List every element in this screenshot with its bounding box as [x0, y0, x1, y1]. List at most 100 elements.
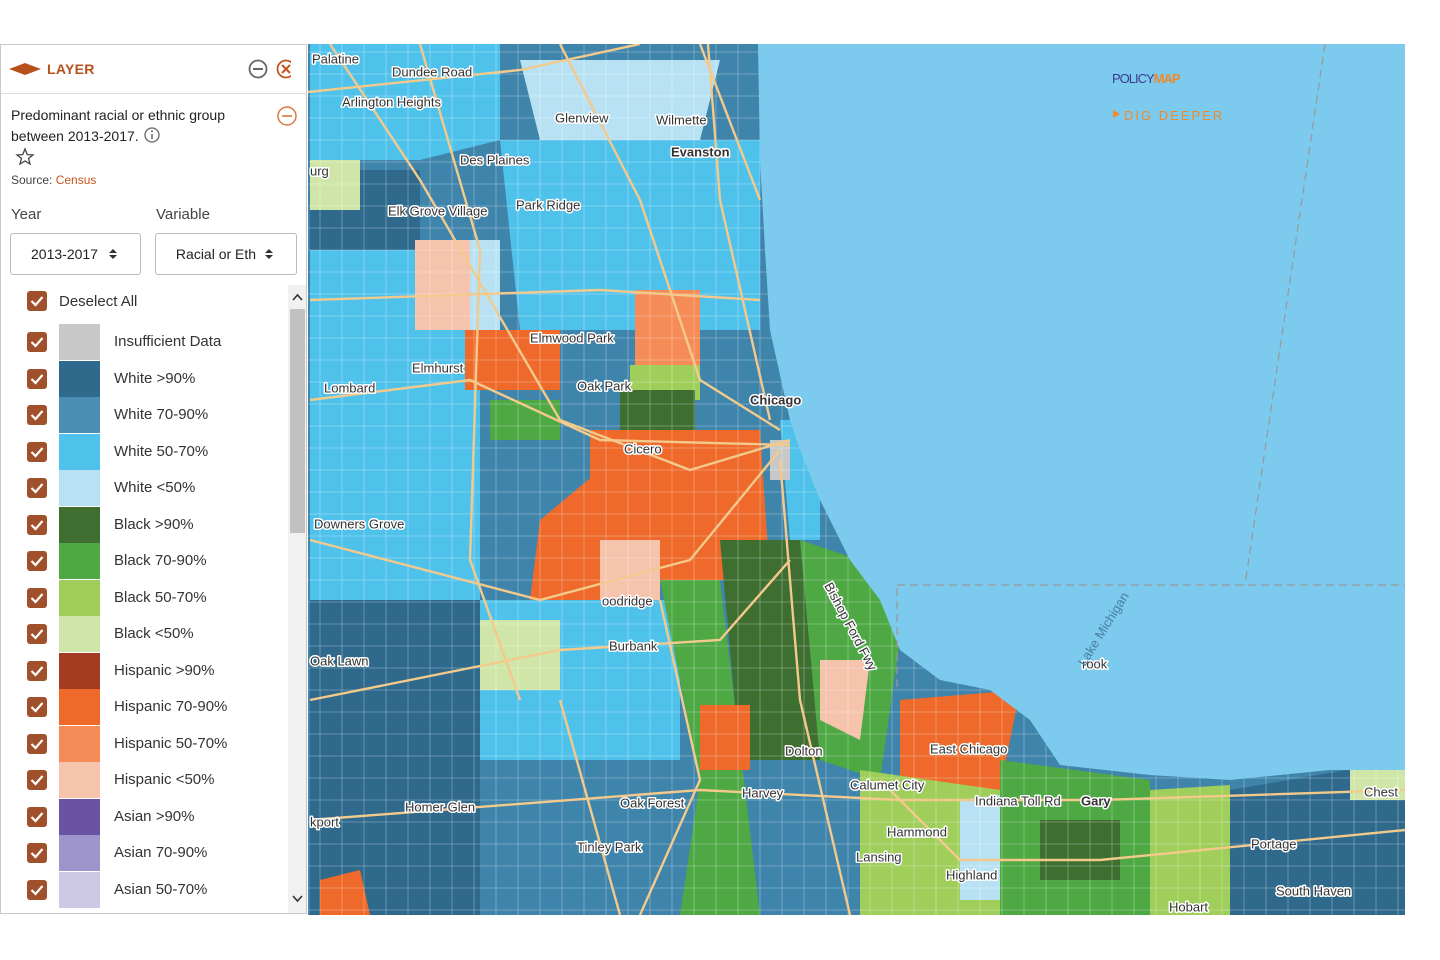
lake: [758, 44, 1405, 780]
census-area: [480, 620, 560, 690]
place-label: Elmhurst: [412, 360, 464, 375]
highway: [308, 44, 641, 94]
highway: [879, 779, 1405, 862]
highway: [558, 699, 622, 915]
layer-icon: [9, 63, 41, 75]
place-label: Cicero: [624, 441, 662, 456]
place-label: Calumet City: [850, 777, 925, 792]
place-label: Dolton: [785, 743, 823, 758]
scroll-down[interactable]: [288, 891, 307, 907]
census-area: [415, 240, 470, 330]
place-label: Indiana Toll Rd: [975, 793, 1061, 808]
checkbox[interactable]: [27, 587, 47, 608]
legend-swatch: [59, 579, 100, 616]
year-select[interactable]: 2013-2017: [10, 233, 141, 275]
legend-label: Black >90%: [114, 515, 194, 533]
checkbox[interactable]: [27, 551, 47, 571]
place-label: Homer Glen: [405, 799, 475, 814]
legend-swatch: [59, 324, 100, 360]
source: Source: Census: [11, 173, 96, 187]
place-label: Park Ridge: [516, 197, 580, 212]
legend-label: Asian 70-90%: [114, 844, 208, 861]
layer-description: Predominant racial or ethnic group betwe…: [11, 105, 241, 173]
place-label: Lombard: [324, 380, 375, 395]
legend-item: White <50%: [1, 470, 287, 506]
panel-header: LAYER: [1, 45, 306, 94]
census-area: [530, 470, 600, 600]
legend-item: White >90%: [1, 360, 287, 397]
place-label: urg: [310, 163, 329, 178]
census-area: [310, 44, 500, 160]
checkbox[interactable]: [27, 697, 47, 717]
highway: [309, 449, 781, 602]
checkbox[interactable]: [27, 405, 47, 425]
legend-swatch: [59, 835, 100, 871]
checkbox[interactable]: [27, 514, 47, 535]
highway: [706, 44, 772, 421]
checkbox[interactable]: [27, 879, 47, 900]
panel-title: LAYER: [47, 61, 95, 77]
checkbox[interactable]: [27, 843, 47, 863]
checkbox[interactable]: [27, 291, 47, 311]
census-area: [820, 660, 870, 740]
census-area: [490, 400, 560, 440]
scroll-up[interactable]: [288, 289, 307, 305]
census-area: [1040, 820, 1120, 880]
legend-item: Asian 50-70%: [1, 871, 287, 908]
checkbox[interactable]: [27, 478, 47, 498]
place-label: Chest: [1364, 784, 1398, 799]
legend-swatch: [59, 652, 100, 689]
legend-swatch: [59, 689, 100, 725]
layer-panel: LAYER Predominant racial or ethnic group…: [0, 44, 307, 914]
legend-label: Black 50-70%: [114, 588, 207, 606]
checkbox[interactable]: [27, 806, 47, 827]
place-label: Gary: [1081, 793, 1111, 808]
place-label: Highland: [946, 867, 997, 882]
legend-swatch: [59, 360, 100, 397]
checkbox[interactable]: [27, 441, 47, 462]
variable-select[interactable]: Racial or Eth: [155, 233, 297, 275]
checkbox[interactable]: [27, 368, 47, 389]
legend-label: Black <50%: [114, 625, 194, 642]
legend-swatch: [59, 433, 100, 470]
place-label: Elk Grove Village: [388, 203, 487, 218]
census-area: [590, 540, 660, 600]
legend-label: White <50%: [114, 479, 196, 496]
place-label: Harvey: [742, 785, 784, 800]
legend-swatch: [59, 798, 100, 835]
legend-item: Asian 70-90%: [1, 835, 287, 871]
favorite-icon[interactable]: [15, 147, 35, 167]
source-link[interactable]: Census: [55, 173, 97, 187]
logo: POLICYMAP: [1112, 71, 1181, 86]
place-label: Lansing: [856, 849, 902, 864]
legend-item: White 50-70%: [1, 433, 287, 470]
checkbox[interactable]: [27, 332, 47, 352]
legend-swatch: [59, 725, 100, 762]
checkbox[interactable]: [27, 660, 47, 681]
checkbox[interactable]: [27, 624, 47, 644]
checkbox[interactable]: [27, 733, 47, 754]
legend-label: Black 70-90%: [114, 552, 207, 569]
legend-item: Hispanic 50-70%: [1, 725, 287, 762]
place-label: Dundee Road: [392, 64, 472, 79]
place-label: South Haven: [1276, 883, 1351, 898]
census-area: [520, 60, 720, 140]
info-icon[interactable]: [143, 126, 161, 144]
legend-item: White 70-90%: [1, 397, 287, 433]
logo-policy: POLICY: [1112, 71, 1155, 86]
state-boundary: [1244, 44, 1326, 586]
place-label: Chicago: [750, 392, 801, 407]
place-label: Evanston: [671, 144, 730, 159]
collapse-icon[interactable]: [276, 105, 298, 127]
scroll-thumb[interactable]: [290, 309, 305, 533]
checkbox[interactable]: [27, 770, 47, 790]
legend-item: Hispanic >90%: [1, 652, 287, 689]
highway: [309, 288, 761, 302]
place-label: Elmwood Park: [530, 330, 614, 345]
scrollbar[interactable]: [288, 285, 307, 913]
panel-controls[interactable]: [247, 58, 291, 80]
variable-label: Variable: [156, 206, 210, 223]
deselect-all-row: Deselect All: [1, 287, 287, 315]
place-label: Burbank: [609, 638, 658, 653]
